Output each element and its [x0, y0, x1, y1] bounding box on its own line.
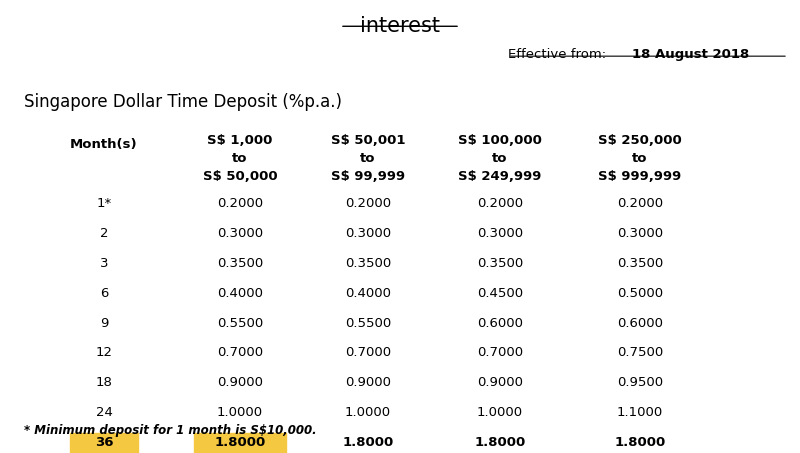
Text: 1*: 1* [96, 197, 112, 210]
Text: 1.0000: 1.0000 [217, 406, 263, 419]
Text: 0.2000: 0.2000 [345, 197, 391, 210]
Text: 0.9000: 0.9000 [217, 376, 263, 390]
Text: 1.8000: 1.8000 [474, 436, 526, 449]
Text: S$ 100,000
to
S$ 249,999: S$ 100,000 to S$ 249,999 [458, 134, 542, 183]
Text: 24: 24 [95, 406, 113, 419]
Text: 6: 6 [100, 287, 108, 300]
Text: 0.3000: 0.3000 [345, 227, 391, 240]
Text: 3: 3 [100, 257, 108, 270]
Text: 0.5500: 0.5500 [217, 317, 263, 330]
Text: 0.7500: 0.7500 [617, 347, 663, 360]
Text: 0.2000: 0.2000 [617, 197, 663, 210]
Text: 0.5500: 0.5500 [345, 317, 391, 330]
Text: 18: 18 [95, 376, 113, 390]
Text: 9: 9 [100, 317, 108, 330]
Text: 1.0000: 1.0000 [477, 406, 523, 419]
Text: 0.7000: 0.7000 [477, 347, 523, 360]
Text: * Minimum deposit for 1 month is S$10,000.: * Minimum deposit for 1 month is S$10,00… [24, 424, 317, 437]
Text: 1.8000: 1.8000 [614, 436, 666, 449]
Text: 0.3000: 0.3000 [477, 227, 523, 240]
Text: 0.2000: 0.2000 [217, 197, 263, 210]
Text: 0.5000: 0.5000 [617, 287, 663, 300]
Text: 2: 2 [100, 227, 108, 240]
Text: S$ 1,000
to
S$ 50,000: S$ 1,000 to S$ 50,000 [202, 134, 278, 183]
Text: 0.9000: 0.9000 [477, 376, 523, 390]
Text: 0.3000: 0.3000 [217, 227, 263, 240]
Text: 0.3500: 0.3500 [617, 257, 663, 270]
Text: 0.4000: 0.4000 [345, 287, 391, 300]
FancyBboxPatch shape [70, 433, 138, 453]
Text: interest: interest [360, 16, 440, 36]
Text: 36: 36 [94, 436, 114, 449]
Text: 12: 12 [95, 347, 113, 360]
Text: 0.3000: 0.3000 [617, 227, 663, 240]
Text: 18 August 2018: 18 August 2018 [632, 48, 750, 61]
Text: 0.2000: 0.2000 [477, 197, 523, 210]
Text: 0.6000: 0.6000 [617, 317, 663, 330]
Text: 1.8000: 1.8000 [214, 436, 266, 449]
Text: 1.8000: 1.8000 [342, 436, 394, 449]
Text: S$ 50,001
to
S$ 99,999: S$ 50,001 to S$ 99,999 [330, 134, 406, 183]
Text: 0.3500: 0.3500 [217, 257, 263, 270]
Text: 0.4500: 0.4500 [477, 287, 523, 300]
Text: 1.1000: 1.1000 [617, 406, 663, 419]
Text: 0.7000: 0.7000 [345, 347, 391, 360]
Text: 0.4000: 0.4000 [217, 287, 263, 300]
Text: Effective from:: Effective from: [508, 48, 614, 61]
FancyBboxPatch shape [194, 433, 286, 453]
Text: Singapore Dollar Time Deposit (%p.a.): Singapore Dollar Time Deposit (%p.a.) [24, 93, 342, 111]
Text: 0.9000: 0.9000 [345, 376, 391, 390]
Text: 0.3500: 0.3500 [345, 257, 391, 270]
Text: 0.6000: 0.6000 [477, 317, 523, 330]
Text: 0.7000: 0.7000 [217, 347, 263, 360]
Text: Month(s): Month(s) [70, 138, 138, 151]
Text: 0.3500: 0.3500 [477, 257, 523, 270]
Text: 1.0000: 1.0000 [345, 406, 391, 419]
Text: S$ 250,000
to
S$ 999,999: S$ 250,000 to S$ 999,999 [598, 134, 682, 183]
Text: 0.9500: 0.9500 [617, 376, 663, 390]
